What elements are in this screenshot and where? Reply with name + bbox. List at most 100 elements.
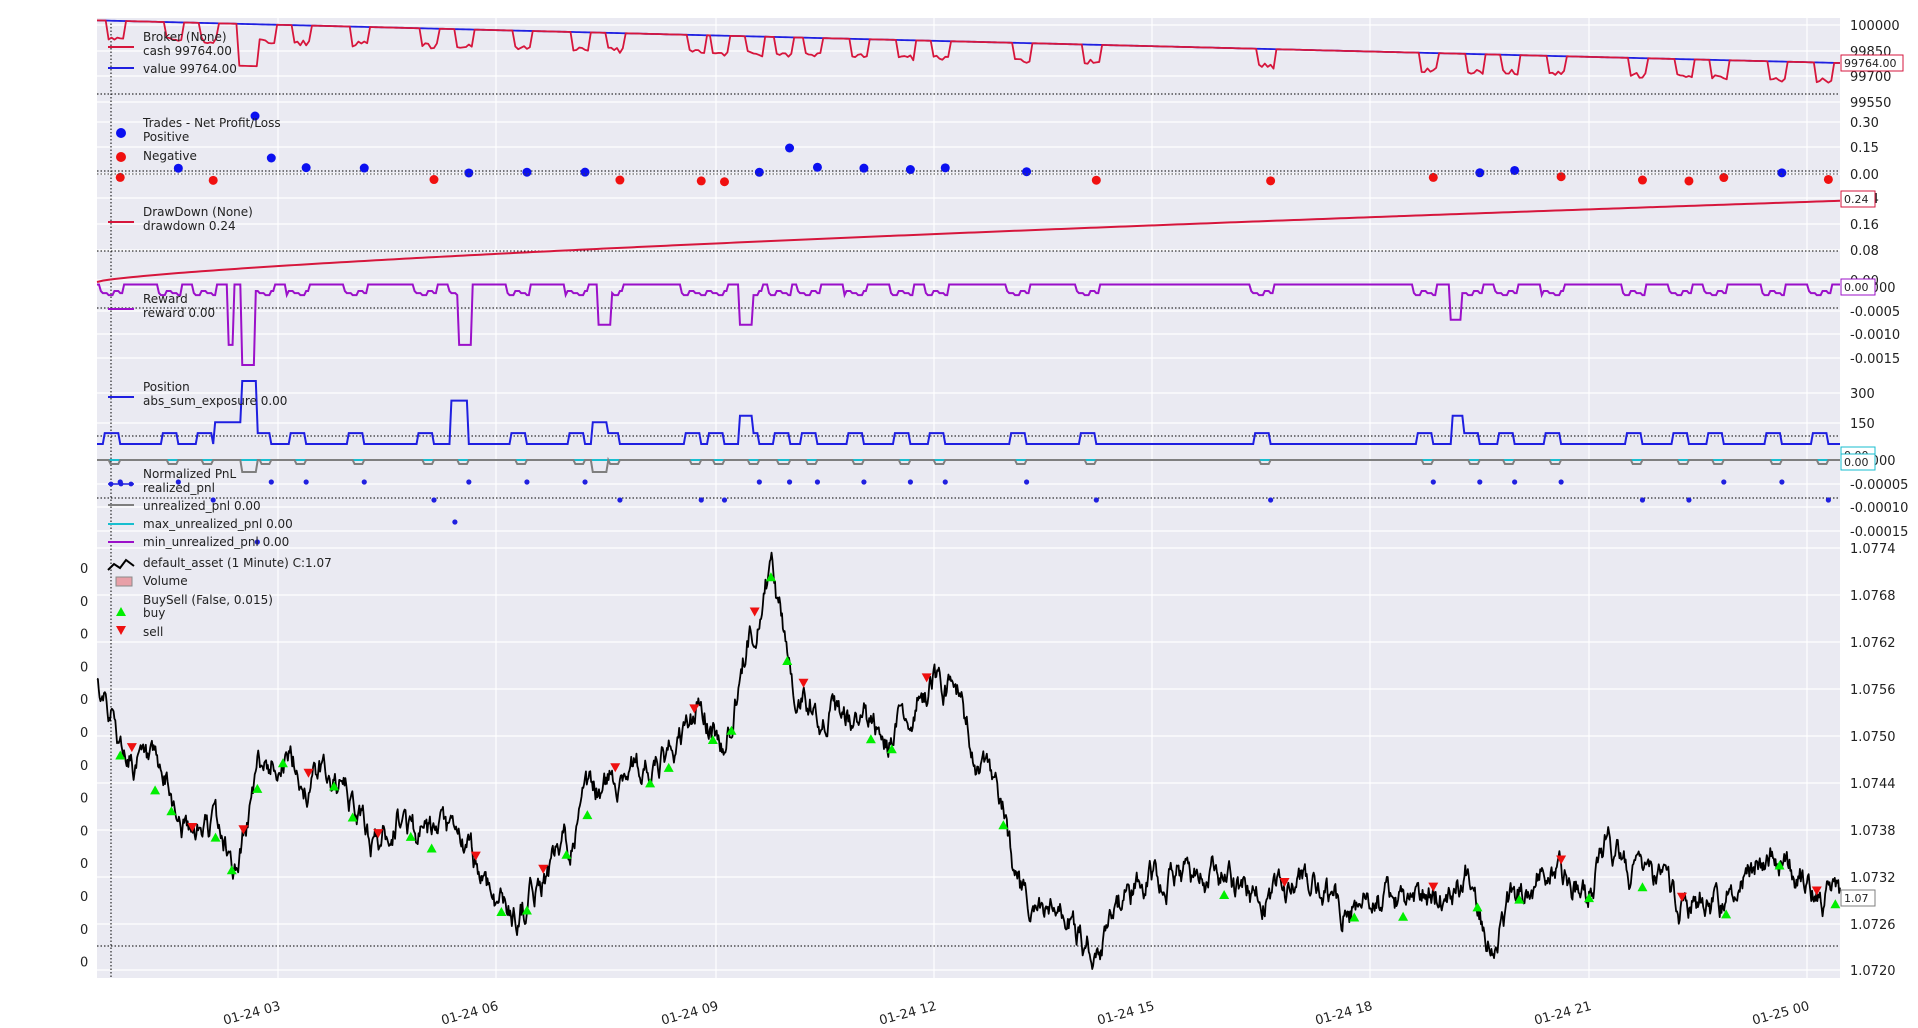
trade-negative-dot [1428, 172, 1438, 182]
realized-pnl-dot [1024, 479, 1030, 485]
sell-marker [470, 851, 481, 861]
price-close-line [96, 551, 1841, 970]
realized-pnl-dot [1779, 479, 1785, 485]
reward-legend-title: Reward [143, 292, 188, 306]
sell-marker [1676, 892, 1687, 902]
pnl-realized-legend-swatch-dot [128, 481, 134, 487]
x-tick-label: 01-24 06 [440, 999, 500, 1024]
trade-negative-dot [719, 177, 729, 187]
buy-marker [226, 865, 237, 875]
trades-positive-legend-label: Positive [143, 130, 189, 144]
realized-pnl-dot [1512, 479, 1518, 485]
x-tick-label: 01-25 00 [1751, 999, 1811, 1024]
trades-legend-title: Trades - Net Profit/Loss [142, 116, 281, 130]
buy-marker [645, 778, 656, 788]
realized-pnl-dot [698, 497, 704, 503]
pnl-min-legend-label: min_unrealized_pnl 0.00 [143, 535, 289, 549]
trade-positive-dot [754, 167, 764, 177]
trade-positive-dot [359, 163, 369, 173]
trade-negative-dot [1556, 172, 1566, 182]
trade-positive-dot [580, 167, 590, 177]
realized-pnl-dot [1477, 479, 1483, 485]
buy-marker [582, 810, 593, 820]
buy-marker [1584, 893, 1595, 903]
price-last-value: 1.07 [1844, 892, 1869, 905]
realized-pnl-dot [1430, 479, 1436, 485]
x-tick-label: 01-24 12 [878, 999, 938, 1024]
buy-marker [329, 781, 340, 791]
price-left-tick-label: 0 [80, 890, 88, 905]
price-left-tick-label: 0 [80, 857, 88, 872]
drawdown-ytick-label: 0.16 [1850, 218, 1879, 233]
buy-legend-label: buy [143, 606, 165, 620]
price-left-tick-label: 0 [80, 792, 88, 807]
buy-marker [998, 820, 1009, 830]
realized-pnl-dot [1558, 479, 1564, 485]
buy-marker [115, 750, 126, 760]
pnl-max-legend-label: max_unrealized_pnl 0.00 [143, 517, 293, 531]
price-ytick-label: 1.0720 [1850, 964, 1896, 979]
broker-ytick-label: 100000 [1850, 19, 1900, 34]
buysell-legend-title: BuySell (False, 0.015) [143, 593, 273, 607]
price-legend-title: default_asset (1 Minute) C:1.07 [143, 556, 332, 570]
trades-positive-legend-swatch [116, 128, 126, 138]
drawdown-legend-label: drawdown 0.24 [143, 219, 236, 233]
buy-marker [166, 806, 177, 816]
sell-legend-label: sell [143, 625, 163, 639]
position-ytick-label: 150 [1850, 417, 1875, 432]
x-tick-label: 01-24 18 [1314, 999, 1374, 1024]
realized-pnl-dot [431, 497, 437, 503]
buy-marker [1349, 912, 1360, 922]
pnl-ytick-label: -0.00005 [1850, 478, 1908, 493]
price-ytick-label: 1.0774 [1850, 542, 1896, 557]
reward-ytick-label: -0.0005 [1850, 305, 1900, 320]
buy-marker [1637, 882, 1648, 892]
price-left-tick-label: 0 [80, 726, 88, 741]
drawdown-last-value: 0.24 [1844, 193, 1869, 206]
sell-marker [798, 678, 809, 688]
trade-positive-dot [1022, 167, 1032, 177]
broker-last-value-box [1840, 54, 1904, 72]
buy-marker [1472, 902, 1483, 912]
trade-negative-dot [1684, 176, 1694, 186]
price-ytick-label: 1.0738 [1850, 824, 1896, 839]
position-legend-label: abs_sum_exposure 0.00 [143, 394, 287, 408]
buy-marker [865, 734, 876, 744]
reward-ytick-label: -0.0015 [1850, 352, 1900, 367]
trade-negative-dot [1637, 175, 1647, 185]
x-tick-label: 01-24 03 [222, 999, 282, 1024]
trade-positive-dot [266, 153, 276, 163]
broker-cash-line [96, 19, 1841, 84]
reward-line [97, 283, 1840, 366]
realized-pnl-dot [175, 479, 181, 485]
sell-marker [610, 763, 621, 773]
trades-ytick-label: 0.30 [1850, 116, 1879, 131]
buy-marker [1721, 909, 1732, 919]
pnl-realized-legend-label: realized_pnl [143, 481, 215, 495]
trade-negative-dot [1823, 174, 1833, 184]
realized-pnl-dot [1721, 479, 1727, 485]
broker-ytick-label: 99550 [1850, 96, 1891, 111]
realized-pnl-dot [1093, 497, 1099, 503]
buy-marker [765, 572, 776, 582]
trade-negative-dot [429, 175, 439, 185]
volume-legend-label: Volume [143, 574, 188, 588]
price-ytick-label: 1.0744 [1850, 777, 1896, 792]
trades-negative-legend-label: Negative [143, 149, 197, 163]
realized-pnl-dot [617, 497, 623, 503]
pnl-last-value: 0.00 [1844, 456, 1869, 469]
reward-legend-label: reward 0.00 [143, 306, 215, 320]
pnl-realized-legend-swatch-dot [108, 481, 114, 487]
position-legend-title: Position [143, 380, 190, 394]
price-ytick-label: 1.0756 [1850, 683, 1896, 698]
trade-negative-dot [208, 175, 218, 185]
trade-positive-dot [785, 143, 795, 153]
trade-positive-dot [522, 167, 532, 177]
trades-ytick-label: 0.15 [1850, 141, 1879, 156]
realized-pnl-dot [786, 479, 793, 485]
price-left-tick-label: 0 [80, 759, 88, 774]
trade-negative-dot [696, 176, 706, 186]
buy-marker [1830, 899, 1841, 909]
trade-negative-dot [1266, 176, 1276, 186]
